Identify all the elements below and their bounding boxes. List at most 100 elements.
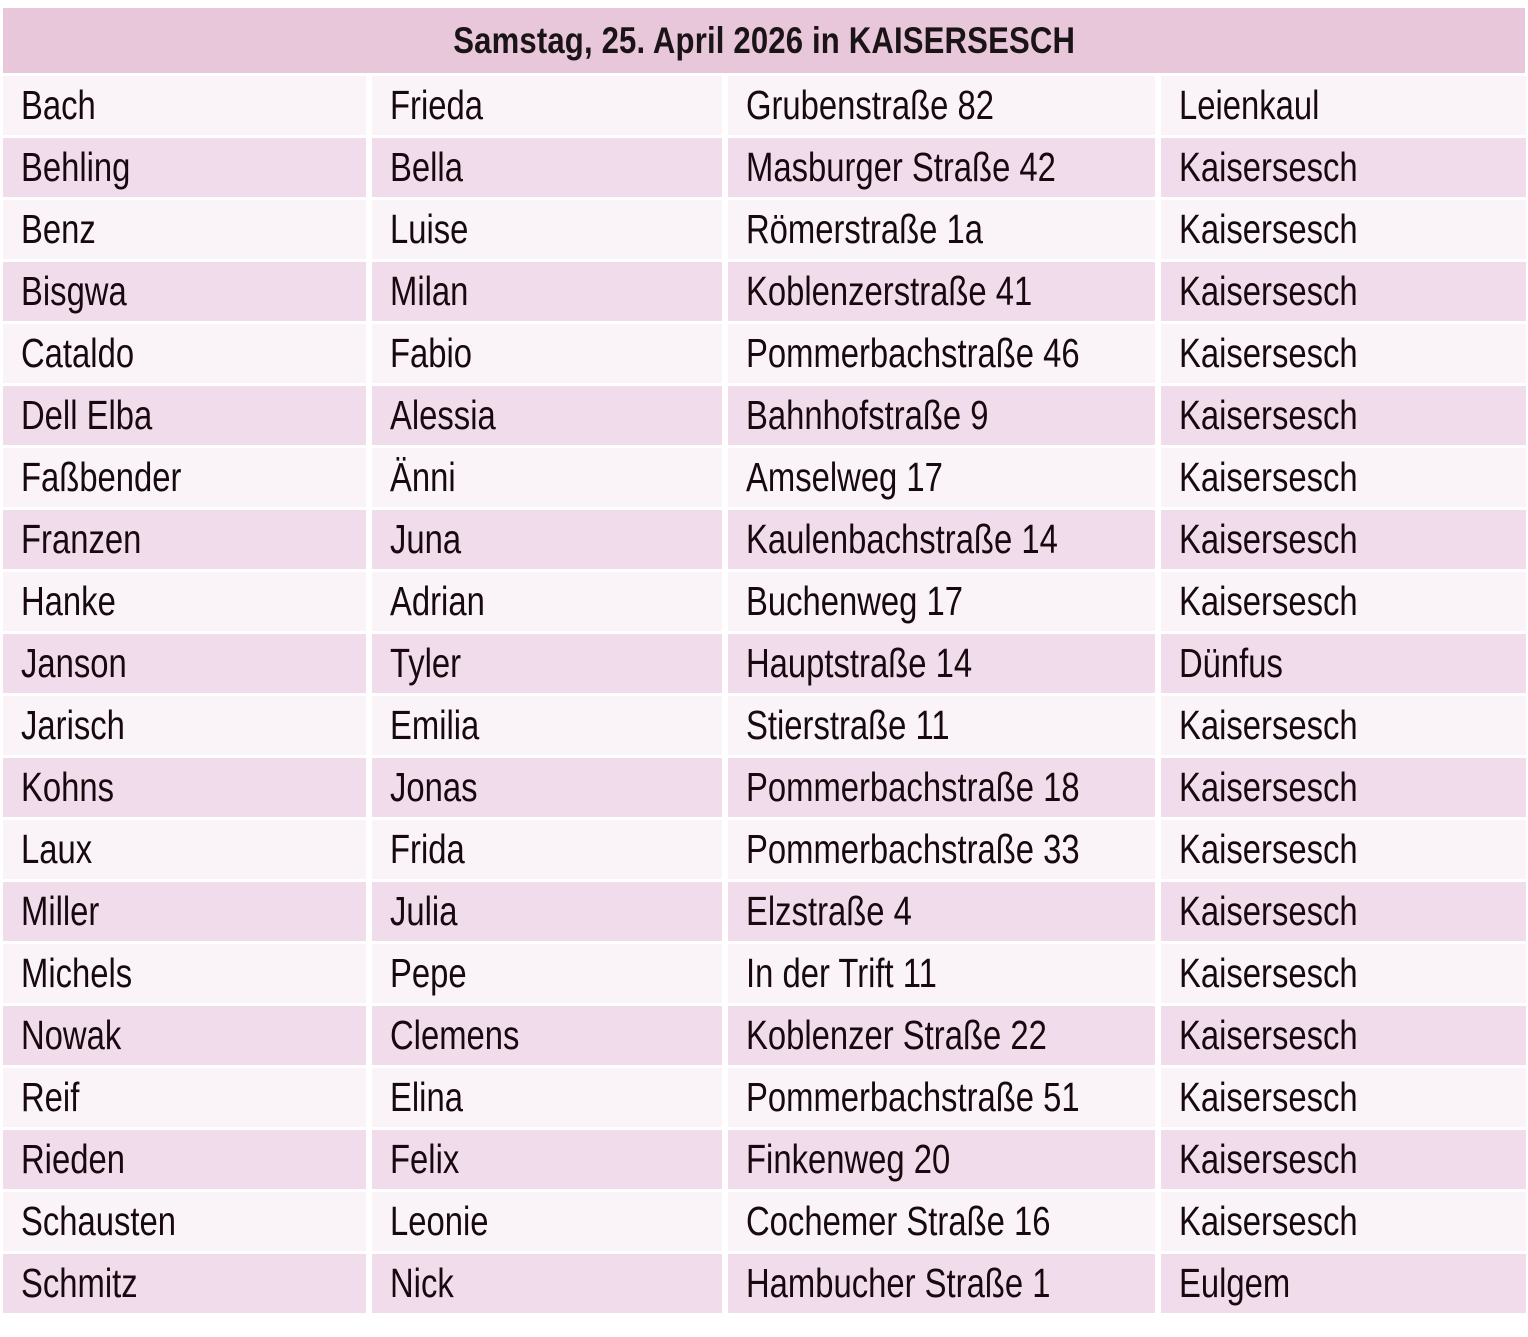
listing-table: Bach Frieda Grubenstraße 82 Leienkaul Behlin… bbox=[3, 76, 1526, 1313]
cell-text-first_name: Luise bbox=[390, 206, 469, 252]
cell-text-street: Amselweg 17 bbox=[746, 454, 943, 500]
table-cell-last_name: Janson bbox=[3, 634, 366, 693]
cell-text-street: Kaulenbachstraße 14 bbox=[746, 516, 1058, 562]
table-row: Bach Frieda Grubenstraße 82 Leienkaul bbox=[3, 76, 1526, 135]
cell-text-last_name: Bach bbox=[21, 82, 96, 128]
table-cell-first_name: Tyler bbox=[372, 634, 722, 693]
table-cell-first_name: Leonie bbox=[372, 1192, 722, 1251]
table-row: Michels Pepe In der Trift 11 Kaisersesch bbox=[3, 944, 1526, 1003]
table-cell-last_name: Laux bbox=[3, 820, 366, 879]
cell-text-first_name: Bella bbox=[390, 144, 463, 190]
table-cell-street: In der Trift 11 bbox=[728, 944, 1155, 1003]
table-cell-first_name: Juna bbox=[372, 510, 722, 569]
cell-text-town: Kaisersesch bbox=[1179, 702, 1358, 748]
table-row: Rieden Felix Finkenweg 20 Kaisersesch bbox=[3, 1130, 1526, 1189]
table-row: Benz Luise Römerstraße 1a Kaisersesch bbox=[3, 200, 1526, 259]
cell-text-street: Pommerbachstraße 18 bbox=[746, 764, 1080, 810]
cell-text-town: Kaisersesch bbox=[1179, 950, 1358, 996]
table-cell-last_name: Kohns bbox=[3, 758, 366, 817]
table-cell-first_name: Clemens bbox=[372, 1006, 722, 1065]
table-cell-first_name: Emilia bbox=[372, 696, 722, 755]
cell-text-last_name: Jarisch bbox=[21, 702, 125, 748]
table-cell-street: Pommerbachstraße 18 bbox=[728, 758, 1155, 817]
table-cell-first_name: Elina bbox=[372, 1068, 722, 1127]
table-cell-town: Kaisersesch bbox=[1161, 1130, 1526, 1189]
table-cell-town: Kaisersesch bbox=[1161, 696, 1526, 755]
table-cell-first_name: Luise bbox=[372, 200, 722, 259]
table-cell-town: Kaisersesch bbox=[1161, 324, 1526, 383]
cell-text-first_name: Jonas bbox=[390, 764, 478, 810]
cell-text-street: Cochemer Straße 16 bbox=[746, 1198, 1051, 1244]
cell-text-town: Kaisersesch bbox=[1179, 578, 1358, 624]
table-cell-town: Kaisersesch bbox=[1161, 448, 1526, 507]
table-row: Nowak Clemens Koblenzer Straße 22 Kaiserses… bbox=[3, 1006, 1526, 1065]
table-cell-street: Römerstraße 1a bbox=[728, 200, 1155, 259]
table-cell-street: Koblenzerstraße 41 bbox=[728, 262, 1155, 321]
table-cell-first_name: Alessia bbox=[372, 386, 722, 445]
cell-text-last_name: Behling bbox=[21, 144, 131, 190]
cell-text-last_name: Reif bbox=[21, 1074, 80, 1120]
cell-text-street: Finkenweg 20 bbox=[746, 1136, 951, 1182]
table-row: Cataldo Fabio Pommerbachstraße 46 Kaiserses… bbox=[3, 324, 1526, 383]
cell-text-town: Eulgem bbox=[1179, 1260, 1291, 1306]
cell-text-first_name: Änni bbox=[390, 454, 456, 500]
cell-text-first_name: Pepe bbox=[390, 950, 467, 996]
table-cell-town: Leienkaul bbox=[1161, 76, 1526, 135]
table-cell-street: Buchenweg 17 bbox=[728, 572, 1155, 631]
cell-text-last_name: Benz bbox=[21, 206, 96, 252]
table-cell-first_name: Julia bbox=[372, 882, 722, 941]
table-cell-street: Cochemer Straße 16 bbox=[728, 1192, 1155, 1251]
cell-text-first_name: Felix bbox=[390, 1136, 460, 1182]
table-cell-town: Kaisersesch bbox=[1161, 758, 1526, 817]
table-cell-last_name: Schausten bbox=[3, 1192, 366, 1251]
table-title-band: Samstag, 25. April 2026 in KAISERSESCH bbox=[3, 8, 1525, 73]
cell-text-first_name: Alessia bbox=[390, 392, 496, 438]
cell-text-last_name: Bisgwa bbox=[21, 268, 127, 314]
cell-text-town: Kaisersesch bbox=[1179, 330, 1358, 376]
page-title: Samstag, 25. April 2026 in KAISERSESCH bbox=[453, 20, 1075, 61]
table-cell-first_name: Frieda bbox=[372, 76, 722, 135]
table-cell-last_name: Bisgwa bbox=[3, 262, 366, 321]
table-cell-last_name: Bach bbox=[3, 76, 366, 135]
cell-text-street: Grubenstraße 82 bbox=[746, 82, 994, 128]
cell-text-first_name: Frieda bbox=[390, 82, 483, 128]
cell-text-street: Stierstraße 11 bbox=[746, 702, 950, 748]
table-cell-first_name: Jonas bbox=[372, 758, 722, 817]
table-cell-last_name: Cataldo bbox=[3, 324, 366, 383]
table-row: Schmitz Nick Hambucher Straße 1 Eulgem bbox=[3, 1254, 1526, 1313]
cell-text-first_name: Fabio bbox=[390, 330, 473, 376]
table-cell-street: Hauptstraße 14 bbox=[728, 634, 1155, 693]
cell-text-town: Kaisersesch bbox=[1179, 764, 1358, 810]
table-row: Kohns Jonas Pommerbachstraße 18 Kaisersesch bbox=[3, 758, 1526, 817]
cell-text-last_name: Franzen bbox=[21, 516, 142, 562]
cell-text-first_name: Elina bbox=[390, 1074, 463, 1120]
table-cell-town: Kaisersesch bbox=[1161, 1006, 1526, 1065]
table-cell-first_name: Fabio bbox=[372, 324, 722, 383]
cell-text-town: Kaisersesch bbox=[1179, 1012, 1358, 1058]
cell-text-town: Kaisersesch bbox=[1179, 1074, 1358, 1120]
table-cell-street: Bahnhofstraße 9 bbox=[728, 386, 1155, 445]
table-cell-town: Kaisersesch bbox=[1161, 820, 1526, 879]
table-cell-last_name: Franzen bbox=[3, 510, 366, 569]
table-row: Schausten Leonie Cochemer Straße 16 Kaisers… bbox=[3, 1192, 1526, 1251]
table-row: Dell Elba Alessia Bahnhofstraße 9 Kaiserses… bbox=[3, 386, 1526, 445]
cell-text-first_name: Leonie bbox=[390, 1198, 489, 1244]
table-cell-last_name: Jarisch bbox=[3, 696, 366, 755]
table-cell-street: Finkenweg 20 bbox=[728, 1130, 1155, 1189]
table-cell-last_name: Michels bbox=[3, 944, 366, 1003]
cell-text-town: Kaisersesch bbox=[1179, 206, 1358, 252]
cell-text-last_name: Miller bbox=[21, 888, 100, 934]
cell-text-street: Pommerbachstraße 51 bbox=[746, 1074, 1080, 1120]
table-cell-town: Kaisersesch bbox=[1161, 200, 1526, 259]
table-row: Behling Bella Masburger Straße 42 Kaiserses… bbox=[3, 138, 1526, 197]
table-row: Reif Elina Pommerbachstraße 51 Kaisersesch bbox=[3, 1068, 1526, 1127]
cell-text-street: Masburger Straße 42 bbox=[746, 144, 1056, 190]
cell-text-first_name: Clemens bbox=[390, 1012, 520, 1058]
table-cell-street: Pommerbachstraße 46 bbox=[728, 324, 1155, 383]
cell-text-last_name: Cataldo bbox=[21, 330, 135, 376]
table-cell-first_name: Nick bbox=[372, 1254, 722, 1313]
cell-text-town: Kaisersesch bbox=[1179, 144, 1358, 190]
cell-text-first_name: Emilia bbox=[390, 702, 480, 748]
cell-text-street: Buchenweg 17 bbox=[746, 578, 964, 624]
